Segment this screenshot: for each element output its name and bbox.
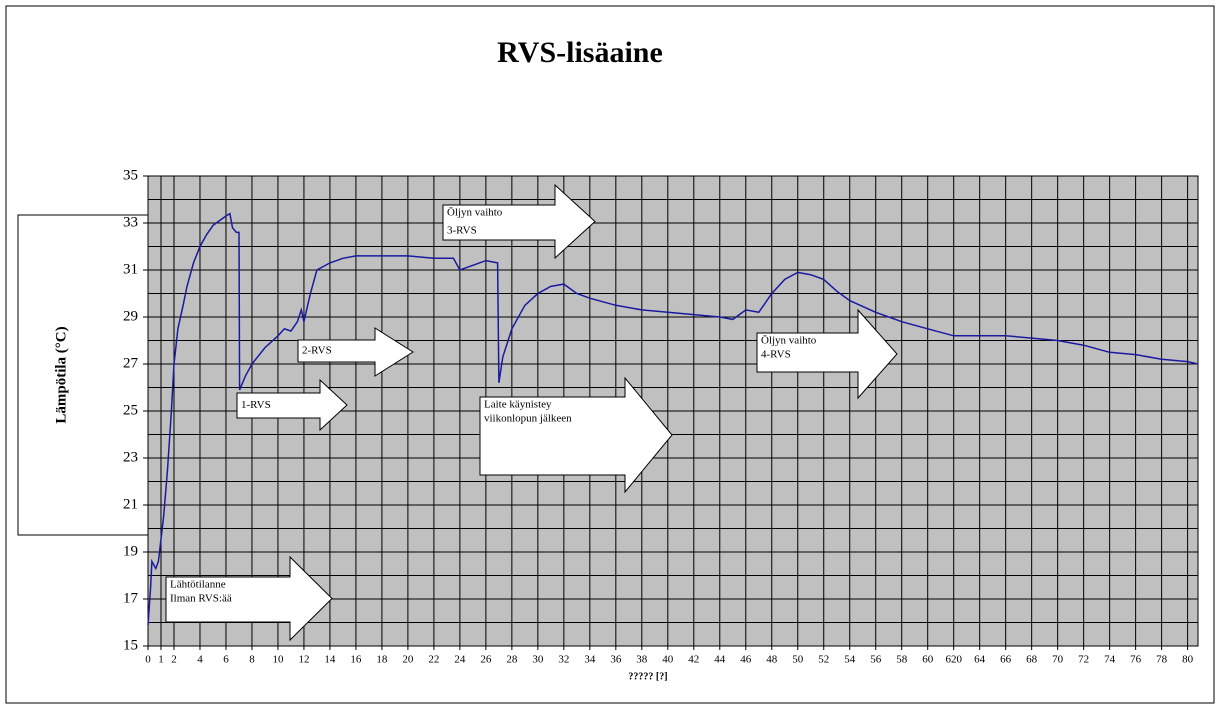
x-tick-label: 64 — [974, 654, 986, 666]
annotation: Laite käynistey viikonlopun jälkeen — [479, 376, 673, 494]
x-tick-label: 48 — [766, 654, 778, 666]
annotation-text: Öljyn vaihto — [447, 207, 503, 219]
annotation-text: Laite käynistey — [484, 399, 552, 411]
y-tick-label: 27 — [123, 355, 139, 371]
annotation-arrow — [756, 308, 898, 400]
x-tick-label: 10 — [272, 654, 284, 666]
x-tick-label: 42 — [688, 654, 699, 666]
annotation-arrow — [442, 183, 596, 260]
x-tick-label: 14 — [324, 654, 336, 666]
y-tick-label: 19 — [123, 543, 138, 559]
x-tick-label: 36 — [610, 654, 622, 666]
x-tick-label: 20 — [402, 654, 414, 666]
y-tick-label: 21 — [123, 496, 138, 512]
annotation: 1-RVS — [236, 378, 348, 432]
x-tick-label: 74 — [1104, 654, 1116, 666]
annotation-text: 3-RVS — [447, 225, 477, 237]
x-tick-label: 80 — [1182, 654, 1194, 666]
annotation-text: 2-RVS — [302, 345, 332, 357]
x-tick-label: 30 — [532, 654, 544, 666]
x-tick-label: 56 — [870, 654, 882, 666]
x-tick-label: 0 — [145, 654, 151, 666]
y-tick-label: 29 — [123, 308, 138, 324]
x-axis-label: ????? [?] — [628, 671, 667, 682]
annotation-text: viikonlopun jälkeen — [484, 413, 572, 425]
x-tick-label: 58 — [896, 654, 908, 666]
annotation-arrow — [297, 327, 414, 377]
x-tick-label: 76 — [1130, 654, 1142, 666]
annotation-text: Öljyn vaihto — [761, 335, 817, 347]
annotation-text: Ilman RVS:ää — [170, 593, 232, 605]
x-tick-label: 2 — [171, 654, 177, 666]
x-tick-label: 72 — [1078, 654, 1089, 666]
x-tick-label: 16 — [350, 654, 362, 666]
y-tick-label: 33 — [123, 214, 138, 230]
y-tick-label: 35 — [123, 167, 138, 183]
y-axis-label: Lämpötila (°C) — [53, 326, 69, 423]
x-tick-label: 60 — [922, 654, 934, 666]
annotation-arrow — [165, 555, 333, 642]
x-tick-label: 28 — [506, 654, 518, 666]
x-tick-label: 1 — [158, 654, 164, 666]
annotation: Lähtötilanne Ilman RVS:ää — [165, 555, 333, 642]
chart-title: RVS-lisäaine — [497, 36, 663, 69]
y-tick-label: 23 — [123, 449, 138, 465]
x-tick-label: 40 — [662, 654, 674, 666]
x-tick-label: 78 — [1156, 654, 1168, 666]
x-tick-label: 54 — [844, 654, 856, 666]
x-tick-label: 8 — [249, 654, 255, 666]
y-label-box — [17, 214, 149, 536]
x-tick-label: 4 — [197, 654, 203, 666]
annotation-text: 4-RVS — [761, 349, 791, 361]
x-tick-label: 26 — [480, 654, 492, 666]
x-tick-label: 44 — [714, 654, 726, 666]
annotation: Öljyn vaihto 3-RVS — [442, 183, 596, 260]
x-tick-label: 32 — [558, 654, 569, 666]
line-series — [147, 212, 1199, 625]
x-tick-label: 66 — [1000, 654, 1012, 666]
annotation-arrow — [479, 376, 673, 494]
annotation-text: 1-RVS — [241, 399, 271, 411]
y-tick-label: 25 — [123, 402, 138, 418]
annotation: 2-RVS — [297, 327, 414, 377]
y-tick-label: 17 — [123, 590, 139, 606]
x-tick-label: 68 — [1026, 654, 1038, 666]
annotation-arrow — [236, 378, 348, 432]
x-tick-label: 52 — [818, 654, 829, 666]
x-tick-label: 620 — [945, 654, 962, 666]
x-tick-label: 12 — [298, 654, 309, 666]
x-tick-label: 34 — [584, 654, 596, 666]
x-tick-label: 38 — [636, 654, 648, 666]
y-tick-label: 15 — [123, 637, 138, 653]
x-tick-label: 18 — [376, 654, 388, 666]
annotation: Öljyn vaihto 4-RVS — [756, 308, 898, 400]
x-tick-label: 46 — [740, 654, 752, 666]
y-tick-label: 31 — [123, 261, 138, 277]
x-tick-label: 50 — [792, 654, 804, 666]
x-tick-label: 6 — [223, 654, 229, 666]
x-tick-label: 70 — [1052, 654, 1064, 666]
x-tick-label: 22 — [428, 654, 439, 666]
x-tick-label: 24 — [454, 654, 466, 666]
annotation-text: Lähtötilanne — [170, 579, 226, 591]
